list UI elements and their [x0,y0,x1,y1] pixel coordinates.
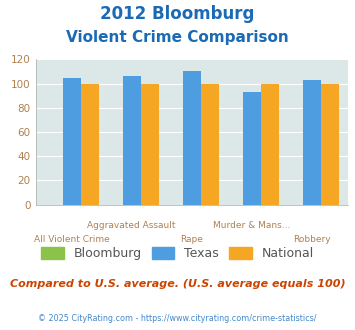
Bar [243,92,261,205]
Text: Violent Crime Comparison: Violent Crime Comparison [66,30,289,45]
Bar [321,83,339,205]
Bar [81,83,99,205]
Bar [62,78,81,205]
Text: Compared to U.S. average. (U.S. average equals 100): Compared to U.S. average. (U.S. average … [10,279,345,289]
Bar [122,76,141,205]
Text: All Violent Crime: All Violent Crime [34,235,109,244]
Text: Aggravated Assault: Aggravated Assault [87,221,176,230]
Text: Robbery: Robbery [293,235,331,244]
Bar [183,72,201,205]
Text: 2012 Bloomburg: 2012 Bloomburg [100,5,255,23]
Bar [201,83,219,205]
Text: Rape: Rape [180,235,203,244]
Legend: Bloomburg, Texas, National: Bloomburg, Texas, National [36,242,319,265]
Bar [141,83,159,205]
Bar [303,80,321,205]
Text: Murder & Mans...: Murder & Mans... [213,221,290,230]
Bar [261,83,279,205]
Text: © 2025 CityRating.com - https://www.cityrating.com/crime-statistics/: © 2025 CityRating.com - https://www.city… [38,314,317,323]
